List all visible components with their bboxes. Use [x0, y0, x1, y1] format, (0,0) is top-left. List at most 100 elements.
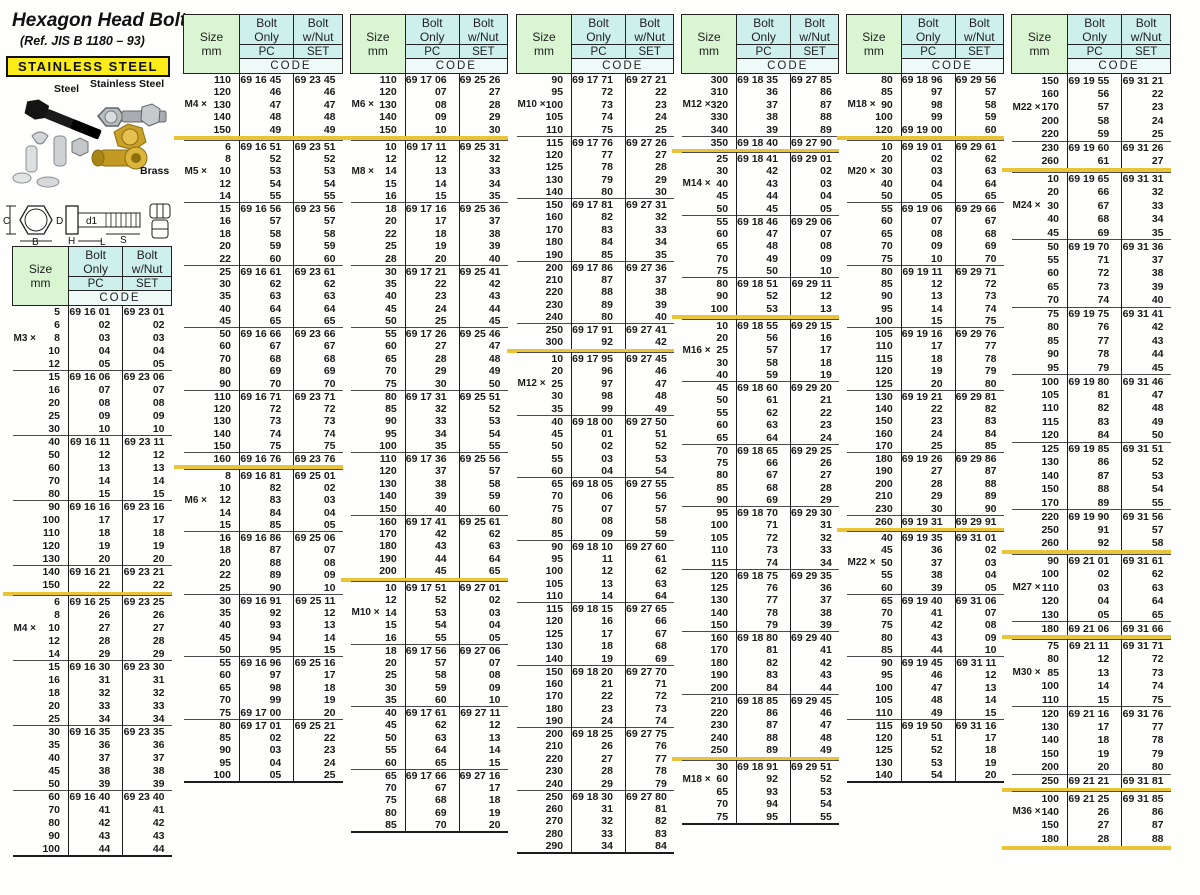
length-value: 130: [710, 594, 729, 607]
pc-code: 82: [736, 656, 791, 669]
length-value: 90: [881, 290, 893, 303]
pc-code: 69: [1067, 226, 1123, 240]
pc-code: 97: [901, 86, 956, 99]
table-row: 6 02 02: [12, 318, 172, 332]
length-value: 8: [54, 332, 60, 344]
steel-bolt-photo: [24, 99, 102, 140]
set-code: 88: [820, 111, 832, 124]
table-row: 140 78 38: [681, 606, 839, 619]
pc-code: 63: [405, 731, 460, 744]
length-value: 45: [551, 427, 564, 440]
set-code: 09: [488, 681, 501, 694]
pc-code: 52: [405, 594, 460, 607]
length-value: 85: [551, 527, 564, 540]
set-code: 69 23 71: [293, 389, 343, 403]
pc-code: 56: [1067, 87, 1123, 101]
length-value: 18: [385, 644, 397, 657]
length-value: 100: [1041, 792, 1059, 805]
dim-b-label: B: [32, 237, 39, 246]
pc-code: 48: [239, 111, 295, 124]
length-value: 12: [385, 152, 397, 165]
set-code: 27: [820, 469, 832, 482]
yellow-separator: [1011, 787, 1171, 792]
pc-code: 30: [901, 502, 956, 515]
pc-code: 14: [1067, 679, 1123, 693]
table-row: 35 22 42: [350, 277, 508, 290]
length-value: 80: [716, 278, 729, 290]
length-value: 10: [385, 582, 397, 594]
table-row: 50 61 21: [681, 394, 839, 407]
size-column-header: Size mm: [12, 246, 69, 306]
length-value: 70: [881, 240, 893, 253]
set-code: 48: [1151, 402, 1164, 415]
length-value: 160: [710, 632, 729, 644]
length-value: 100: [710, 519, 729, 532]
set-header: SET: [1121, 44, 1171, 59]
table-row: M36 × 140 26 86: [1011, 805, 1171, 819]
set-code: 69 27 75: [625, 727, 674, 740]
set-code: 44: [488, 302, 501, 315]
length-value: 230: [545, 765, 564, 778]
table-row: M22 × 170 57 23: [1011, 100, 1171, 114]
dim-d-label: D: [56, 216, 63, 227]
length-value: 75: [385, 377, 397, 390]
set-code: 21: [820, 394, 832, 407]
length-value: 150: [42, 579, 60, 591]
set-code: 25: [1151, 128, 1164, 140]
set-code: 75: [984, 315, 997, 327]
set-code: 23: [1151, 101, 1164, 114]
length-value: 120: [710, 569, 729, 582]
bolts-photo-illustration: [12, 99, 167, 188]
length-value: 100: [213, 769, 231, 781]
pc-code: 17: [901, 340, 956, 353]
table-row: 105 81 47: [1011, 388, 1171, 402]
pc-code: 44: [405, 552, 460, 565]
pc-code: 54: [901, 769, 956, 782]
set-code: 47: [1151, 388, 1164, 401]
set-code: 41: [820, 644, 832, 657]
set-code: 10: [820, 265, 832, 277]
pc-code: 69 18 25: [571, 727, 626, 740]
table-row: 25 69 18 41 69 29 01: [681, 152, 839, 165]
set-code: 15: [488, 756, 501, 769]
set-code: 63: [323, 290, 336, 303]
set-code: 37: [1151, 253, 1164, 266]
length-value: 90: [1047, 555, 1059, 567]
pc-code: 92: [239, 606, 295, 619]
pc-code: 13: [1067, 666, 1123, 680]
pc-code: 07: [405, 86, 460, 99]
table-row: 85 68 28: [681, 481, 839, 494]
length-value: 40: [385, 290, 397, 303]
length-value: 190: [545, 248, 564, 261]
length-value: 65: [219, 681, 231, 694]
length-value: 70: [48, 804, 60, 816]
table-row: 18 32 32: [12, 686, 172, 700]
set-code: 63: [488, 540, 501, 553]
set-code: 69 23 35: [122, 725, 172, 739]
table-row: 60 67 67: [183, 340, 343, 353]
table-row: 105 48 14: [846, 694, 1004, 707]
pc-code: 69 16 86: [239, 531, 295, 544]
table-row: 60 69 16 40 69 23 40: [12, 790, 172, 804]
pc-code: 21: [571, 677, 626, 690]
length-value: 30: [219, 277, 231, 290]
length-value: 210: [875, 490, 893, 503]
table-row: 16 55 05: [350, 631, 508, 644]
set-code: 17: [152, 514, 165, 526]
length-value: 70: [551, 490, 564, 503]
set-code: 42: [820, 656, 832, 669]
set-code: 22: [152, 579, 165, 591]
table-row: M3 × 8 03 03: [12, 331, 172, 345]
pc-code: 69 16 11: [68, 435, 124, 449]
pc-code: 14: [68, 474, 124, 488]
length-value: 250: [710, 744, 729, 757]
bolt-wnut-header: Bolt w/Nut: [122, 246, 172, 277]
set-code: 72: [655, 690, 667, 703]
length-value: 240: [545, 777, 564, 790]
table-row: 65 98 18: [183, 681, 343, 694]
set-code: 69 27 70: [625, 664, 674, 678]
pc-code: 81: [1067, 388, 1123, 402]
length-value: 330: [710, 111, 729, 124]
length-value: 115: [546, 603, 564, 615]
table-row: 160 69 16 76 69 23 76: [183, 452, 343, 465]
